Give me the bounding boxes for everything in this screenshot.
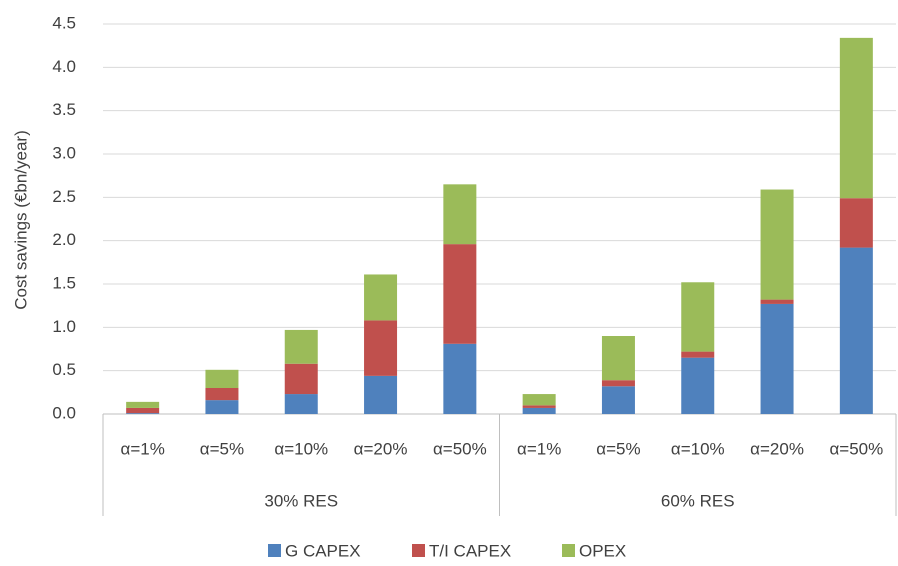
group-label: 60% RES xyxy=(661,491,735,510)
bar-segment xyxy=(601,336,635,381)
bar-segment xyxy=(522,394,556,406)
legend-swatch xyxy=(562,544,575,557)
y-tick-label: 1.0 xyxy=(52,317,76,336)
bar-segment xyxy=(443,184,477,245)
y-tick-label: 4.0 xyxy=(52,57,76,76)
x-tick-label: α=1% xyxy=(517,439,561,458)
x-tick-label: α=20% xyxy=(750,439,804,458)
y-tick-label: 4.5 xyxy=(52,13,76,32)
y-tick-label: 2.5 xyxy=(52,187,76,206)
bar-segment xyxy=(760,299,794,304)
y-tick-label: 0.5 xyxy=(52,360,76,379)
bar-segment xyxy=(522,405,556,408)
bar-segment xyxy=(284,363,318,395)
bar-segment xyxy=(205,388,239,401)
bar-segment xyxy=(284,394,318,414)
bar-segment xyxy=(443,343,477,414)
y-tick-label: 3.5 xyxy=(52,100,76,119)
y-tick-label: 3.0 xyxy=(52,143,76,162)
bar-segment xyxy=(760,189,794,300)
bar-segment xyxy=(205,369,239,388)
y-axis-label: Cost savings (€bn/year) xyxy=(11,130,30,310)
bar-segment xyxy=(839,247,873,414)
bar-segment xyxy=(443,244,477,344)
bar-segment xyxy=(839,37,873,199)
legend-label: T/I CAPEX xyxy=(429,541,511,560)
bar-segment xyxy=(126,407,160,414)
x-tick-label: α=5% xyxy=(200,439,244,458)
bar-segment xyxy=(760,303,794,414)
group-label: 30% RES xyxy=(264,491,338,510)
bar-segment xyxy=(601,386,635,414)
bar-segment xyxy=(601,380,635,387)
x-tick-label: α=50% xyxy=(829,439,883,458)
x-tick-label: α=10% xyxy=(671,439,725,458)
y-tick-label: 2.0 xyxy=(52,230,76,249)
bar-segment xyxy=(284,329,318,364)
bar-segment xyxy=(205,400,239,414)
legend-swatch xyxy=(268,544,281,557)
legend-label: OPEX xyxy=(579,541,626,560)
y-tick-label: 0.0 xyxy=(52,403,76,422)
bar-segment xyxy=(364,274,398,321)
legend-swatch xyxy=(412,544,425,557)
bar-segment xyxy=(126,413,160,414)
x-tick-label: α=10% xyxy=(274,439,328,458)
bar-segment xyxy=(364,375,398,414)
y-tick-label: 1.5 xyxy=(52,273,76,292)
legend-label: G CAPEX xyxy=(285,541,361,560)
bar-segment xyxy=(681,351,715,358)
x-tick-label: α=1% xyxy=(120,439,164,458)
bar-segment xyxy=(681,357,715,414)
bar-segment xyxy=(364,320,398,376)
x-tick-label: α=20% xyxy=(354,439,408,458)
bar-segment xyxy=(522,407,556,414)
x-tick-label: α=5% xyxy=(596,439,640,458)
bar-segment xyxy=(681,282,715,352)
bar-segment xyxy=(839,198,873,248)
bar-segment xyxy=(126,401,160,408)
x-tick-label: α=50% xyxy=(433,439,487,458)
